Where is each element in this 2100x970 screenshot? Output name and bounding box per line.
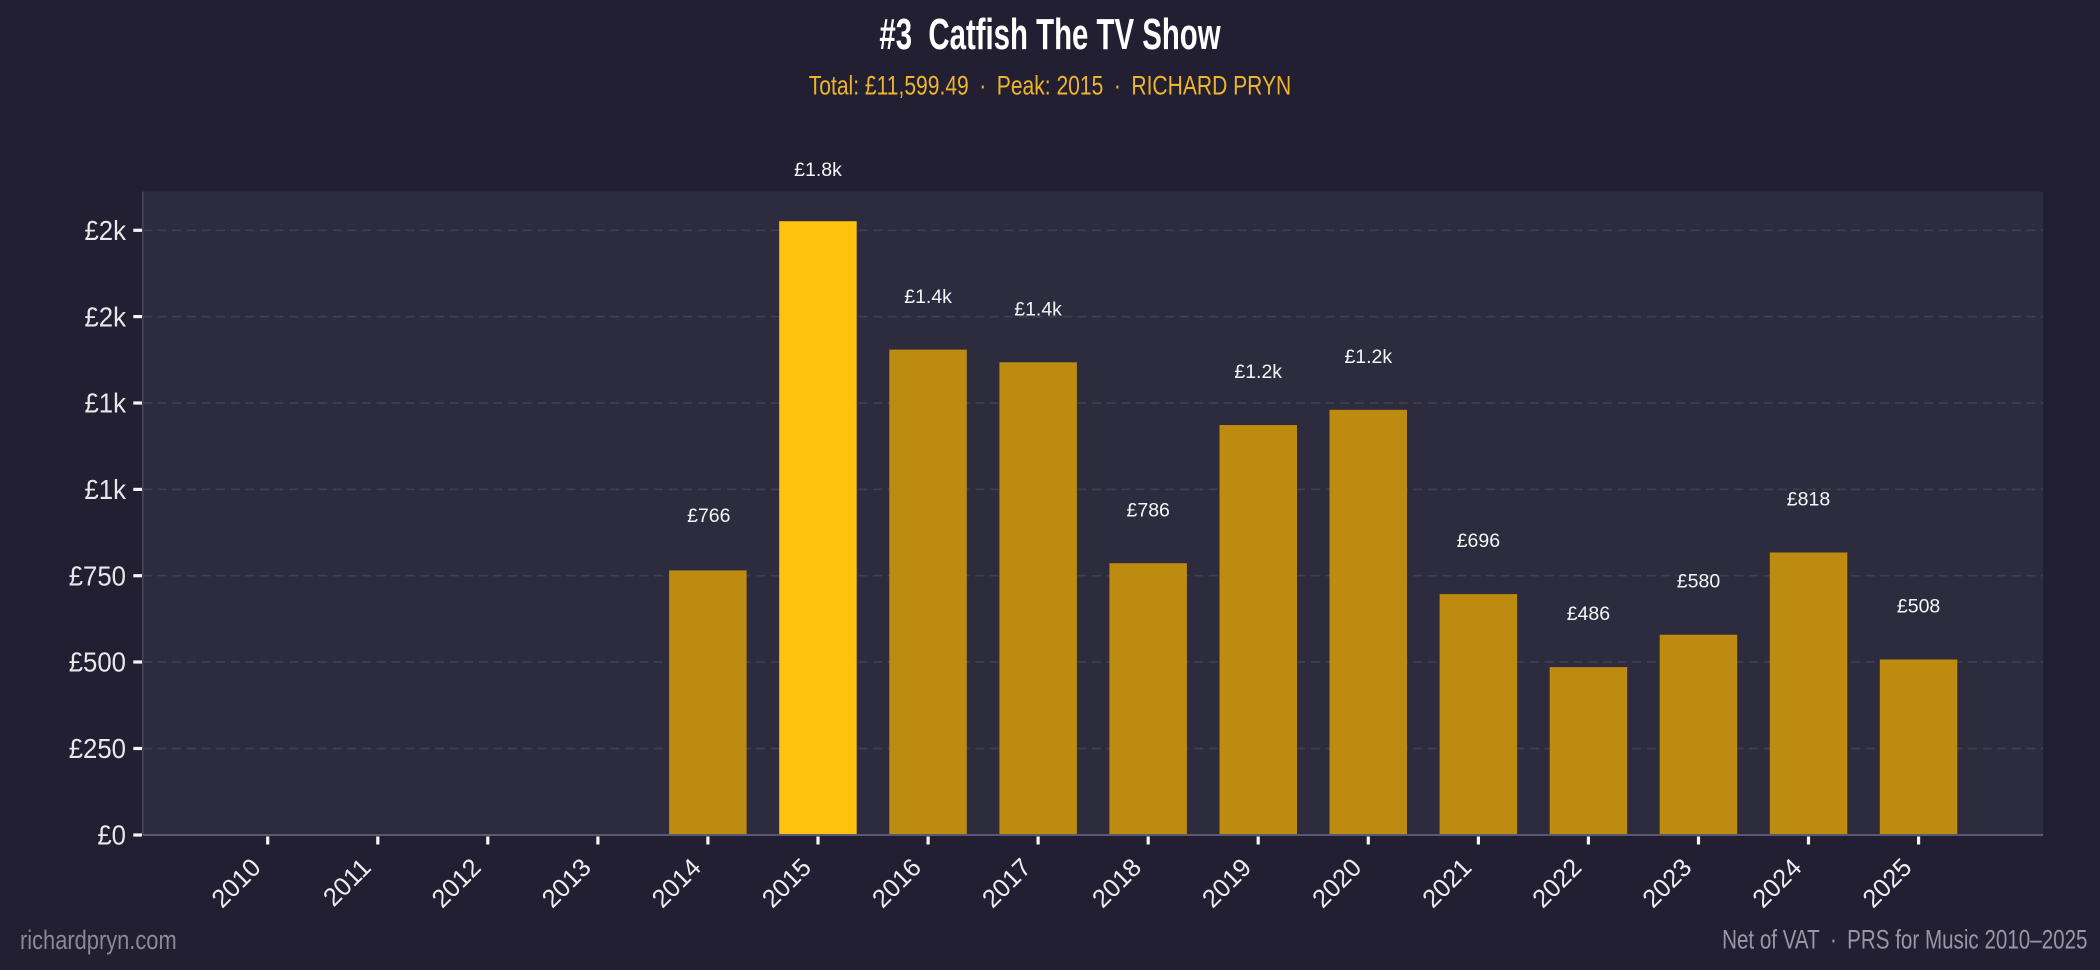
svg-text:Total: £11,599.49 · Peak: 2015: Total: £11,599.49 · Peak: 2015 · RICHARD… <box>809 71 1291 101</box>
svg-text:richardpryn.com: richardpryn.com <box>20 926 177 956</box>
svg-text:£0: £0 <box>97 820 126 851</box>
svg-text:£1k: £1k <box>84 474 126 505</box>
svg-text:£766: £766 <box>687 505 730 527</box>
svg-text:£1.2k: £1.2k <box>1234 361 1282 383</box>
svg-text:£1k: £1k <box>84 388 126 419</box>
svg-text:£580: £580 <box>1677 571 1721 593</box>
svg-text:£696: £696 <box>1457 530 1500 552</box>
svg-text:£786: £786 <box>1127 499 1170 521</box>
svg-text:£250: £250 <box>69 733 126 764</box>
svg-text:£2k: £2k <box>84 301 126 332</box>
svg-text:£1.4k: £1.4k <box>904 286 952 308</box>
svg-text:£508: £508 <box>1897 596 1940 618</box>
svg-text:£818: £818 <box>1787 489 1830 511</box>
svg-text:£1.2k: £1.2k <box>1344 346 1392 368</box>
svg-text:£750: £750 <box>69 560 126 591</box>
svg-text:£1.4k: £1.4k <box>1014 298 1062 320</box>
svg-text:£1.8k: £1.8k <box>794 159 842 181</box>
svg-text:£2k: £2k <box>84 215 126 246</box>
svg-text:£486: £486 <box>1567 603 1610 625</box>
svg-text:Net of VAT · PRS for Music 201: Net of VAT · PRS for Music 2010–2025 <box>1722 925 2087 955</box>
svg-text:#3 Catfish The TV Show: #3 Catfish The TV Show <box>879 9 1221 58</box>
svg-text:£500: £500 <box>69 647 126 678</box>
